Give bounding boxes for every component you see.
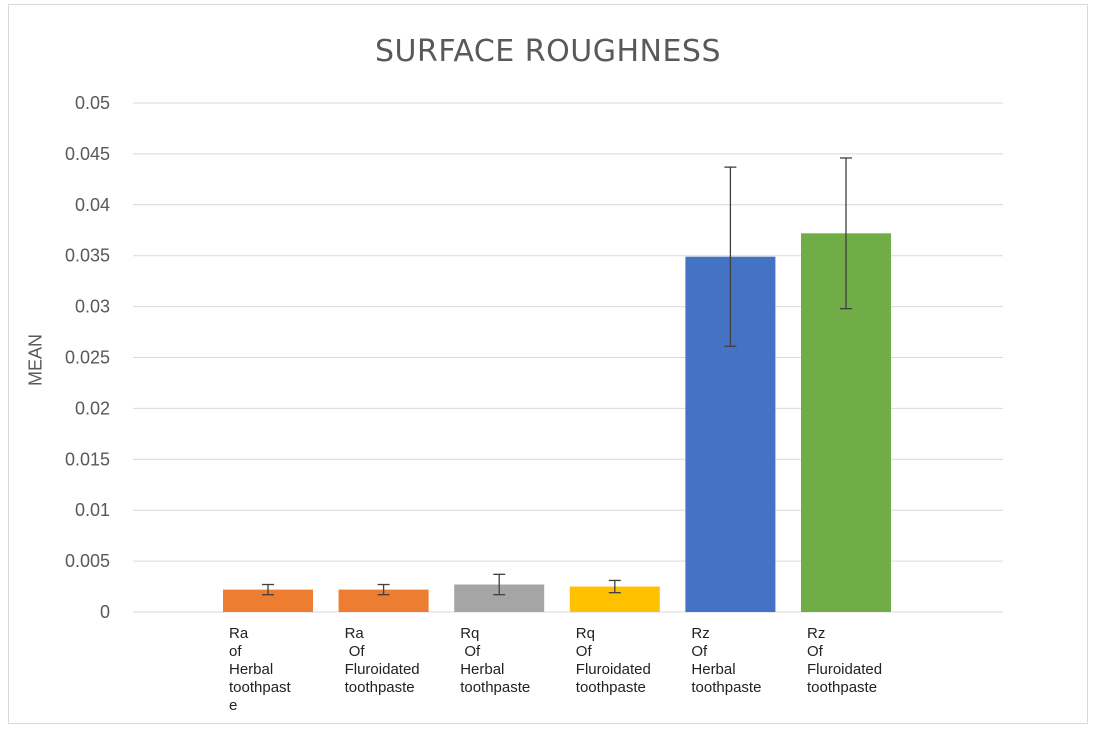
x-tick-label-line: Rq xyxy=(576,625,595,642)
x-tick-label-line: Herbal xyxy=(691,661,735,678)
x-tick-label: Rq Of Herbal toothpaste xyxy=(460,625,530,696)
x-tick-label-line: toothpaste xyxy=(807,679,877,696)
y-tick-label: 0.035 xyxy=(65,246,110,266)
x-tick-label-line: Rq xyxy=(460,625,479,642)
x-tick-label-line: of xyxy=(229,643,242,660)
y-tick-label: 0.05 xyxy=(75,93,110,113)
y-tick-label: 0.02 xyxy=(75,398,110,418)
x-tick-label-line: Herbal xyxy=(229,661,273,678)
chart-frame xyxy=(8,4,1088,724)
y-tick-label: 0.01 xyxy=(75,500,110,520)
x-tick-label-line: Fluroidated xyxy=(345,661,420,678)
x-tick-label-line: Herbal xyxy=(460,661,504,678)
chart-title: SURFACE ROUGHNESS xyxy=(375,34,721,69)
bar xyxy=(223,589,313,612)
y-tick-label: 0.015 xyxy=(65,449,110,469)
y-tick-label: 0.03 xyxy=(75,297,110,317)
y-tick-label: 0.04 xyxy=(75,195,110,215)
y-tick-label: 0.045 xyxy=(65,144,110,164)
x-tick-label-line: toothpaste xyxy=(460,679,530,696)
x-tick-label-line: Rz xyxy=(807,625,825,642)
x-tick-label-line: Of xyxy=(576,643,593,660)
x-tick-label-line: Ra xyxy=(345,625,365,642)
x-tick-label: Rz Of Herbal toothpaste xyxy=(691,625,761,696)
x-tick-label-line: toothpaste xyxy=(576,679,646,696)
x-tick-label-line: toothpast xyxy=(229,679,292,696)
x-tick-label-line: Of xyxy=(691,643,708,660)
x-tick-label-line: Rz xyxy=(691,625,709,642)
x-tick-label-line: Of xyxy=(345,643,366,660)
x-tick-label-line: Of xyxy=(807,643,824,660)
x-tick-label-line: toothpaste xyxy=(345,679,415,696)
bar xyxy=(338,589,429,612)
x-tick-label: Rz Of Fluroidated toothpaste xyxy=(807,625,882,696)
x-tick-label-line: Of xyxy=(460,643,481,660)
y-tick-label: 0.005 xyxy=(65,551,110,571)
x-tick-label-line: e xyxy=(229,697,237,714)
x-tick-label: Ra Of Fluroidated toothpaste xyxy=(345,625,420,696)
x-tick-label: Rq Of Fluroidated toothpaste xyxy=(576,625,651,696)
x-tick-label-line: Fluroidated xyxy=(807,661,882,678)
y-tick-label: 0 xyxy=(100,602,110,622)
x-tick-label-line: Fluroidated xyxy=(576,661,651,678)
x-tick-label-line: Ra xyxy=(229,625,249,642)
y-tick-label: 0.025 xyxy=(65,348,110,368)
x-tick-label-line: toothpaste xyxy=(691,679,761,696)
x-tick-label: Ra of Herbal toothpast e xyxy=(229,625,292,714)
